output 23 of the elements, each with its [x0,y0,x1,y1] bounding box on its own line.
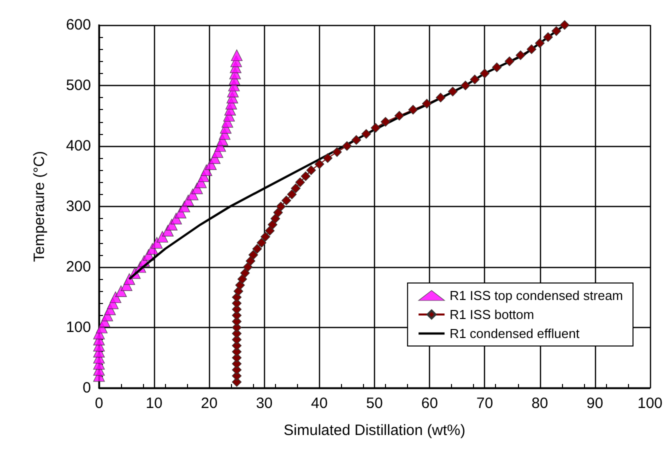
y-tick-label: 500 [66,77,91,94]
x-tick-label: 100 [637,395,663,412]
x-tick-label: 10 [146,395,162,412]
y-tick-label: 400 [66,138,91,154]
x-tick-label: 80 [531,395,548,412]
x-tick-label: 0 [94,395,104,412]
x-tick-label: 70 [476,395,494,412]
y-tick-label: 600 [66,16,91,34]
legend-label: R1 ISS bottom [450,307,534,322]
x-tick-label: 30 [256,395,273,412]
x-tick-label: 60 [421,395,438,412]
x-tick-label: 40 [311,395,328,412]
y-tick-label: 200 [66,258,91,276]
legend-label: R1 condensed effluent [450,326,580,341]
y-axis-title: Temperaure (°C) [31,150,48,262]
x-tick-label: 20 [200,395,218,412]
x-tick-label: 90 [586,395,604,412]
y-tick-label: 0 [82,380,91,396]
x-axis-title: Simulated Distillation (wt%) [284,422,466,439]
y-tick-label: 300 [66,198,91,215]
y-tick-label: 100 [66,319,91,336]
legend-label: R1 ISS top condensed stream [450,288,624,303]
x-tick-label: 50 [366,395,383,412]
